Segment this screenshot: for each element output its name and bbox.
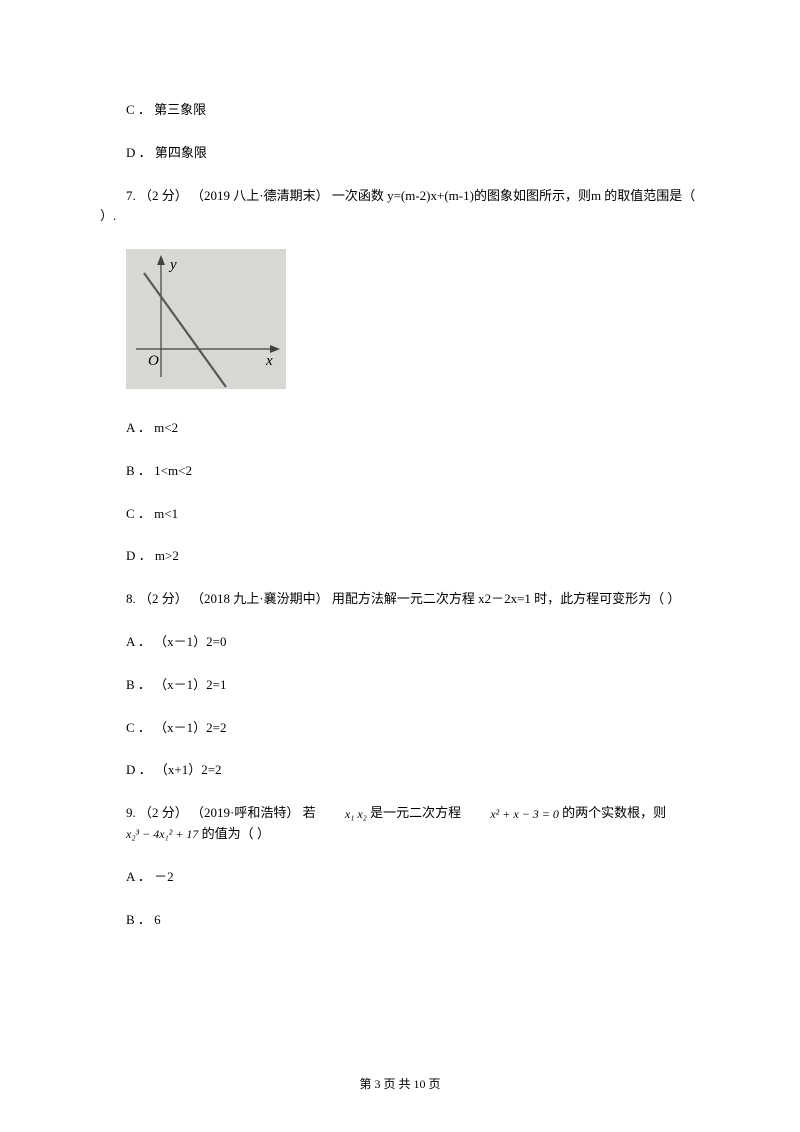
q7-option-d: D ． m>2 (100, 546, 700, 567)
prev-option-d: D ． 第四象限 (100, 143, 700, 164)
svg-text:x: x (265, 353, 273, 369)
q7-graph: y x O (126, 249, 286, 396)
svg-text:O: O (148, 353, 159, 369)
svg-text:y: y (168, 257, 177, 273)
q9-expr3: x₂³ − 4x₁² + 17 (100, 825, 198, 844)
q9-expr1: x₁ x₂ (319, 805, 367, 824)
q9-text: 9. （2 分） （2019·呼和浩特） 若 x₁ x₂ 是一元二次方程 x² … (100, 803, 700, 845)
q8-option-a: A ． （x－1）2=0 (100, 632, 700, 653)
prev-option-c: C ． 第三象限 (100, 100, 700, 121)
q7-option-a: A ． m<2 (100, 418, 700, 439)
q7-text: 7. （2 分） （2019 八上·德清期末） 一次函数 y=(m-2)x+(m… (100, 186, 700, 228)
q9-pre: 9. （2 分） （2019·呼和浩特） 若 (126, 805, 319, 820)
q8-option-b: B ． （x－1）2=1 (100, 675, 700, 696)
q9-option-b: B ． 6 (100, 910, 700, 931)
q9-mid2: 的两个实数根，则 (559, 805, 666, 820)
q8-option-c: C ． （x－1）2=2 (100, 718, 700, 739)
q9-post: 的值为（ ） (198, 826, 270, 841)
q9-mid1: 是一元二次方程 (367, 805, 465, 820)
q9-option-a: A ． －2 (100, 867, 700, 888)
q8-option-d: D ． （x+1）2=2 (100, 760, 700, 781)
q7-option-c: C ． m<1 (100, 504, 700, 525)
q9-expr2: x² + x − 3 = 0 (464, 805, 559, 824)
q7-option-b: B ． 1<m<2 (100, 461, 700, 482)
page-footer: 第 3 页 共 10 页 (0, 1075, 800, 1092)
q8-text: 8. （2 分） （2018 九上·襄汾期中） 用配方法解一元二次方程 x2－2… (100, 589, 700, 610)
